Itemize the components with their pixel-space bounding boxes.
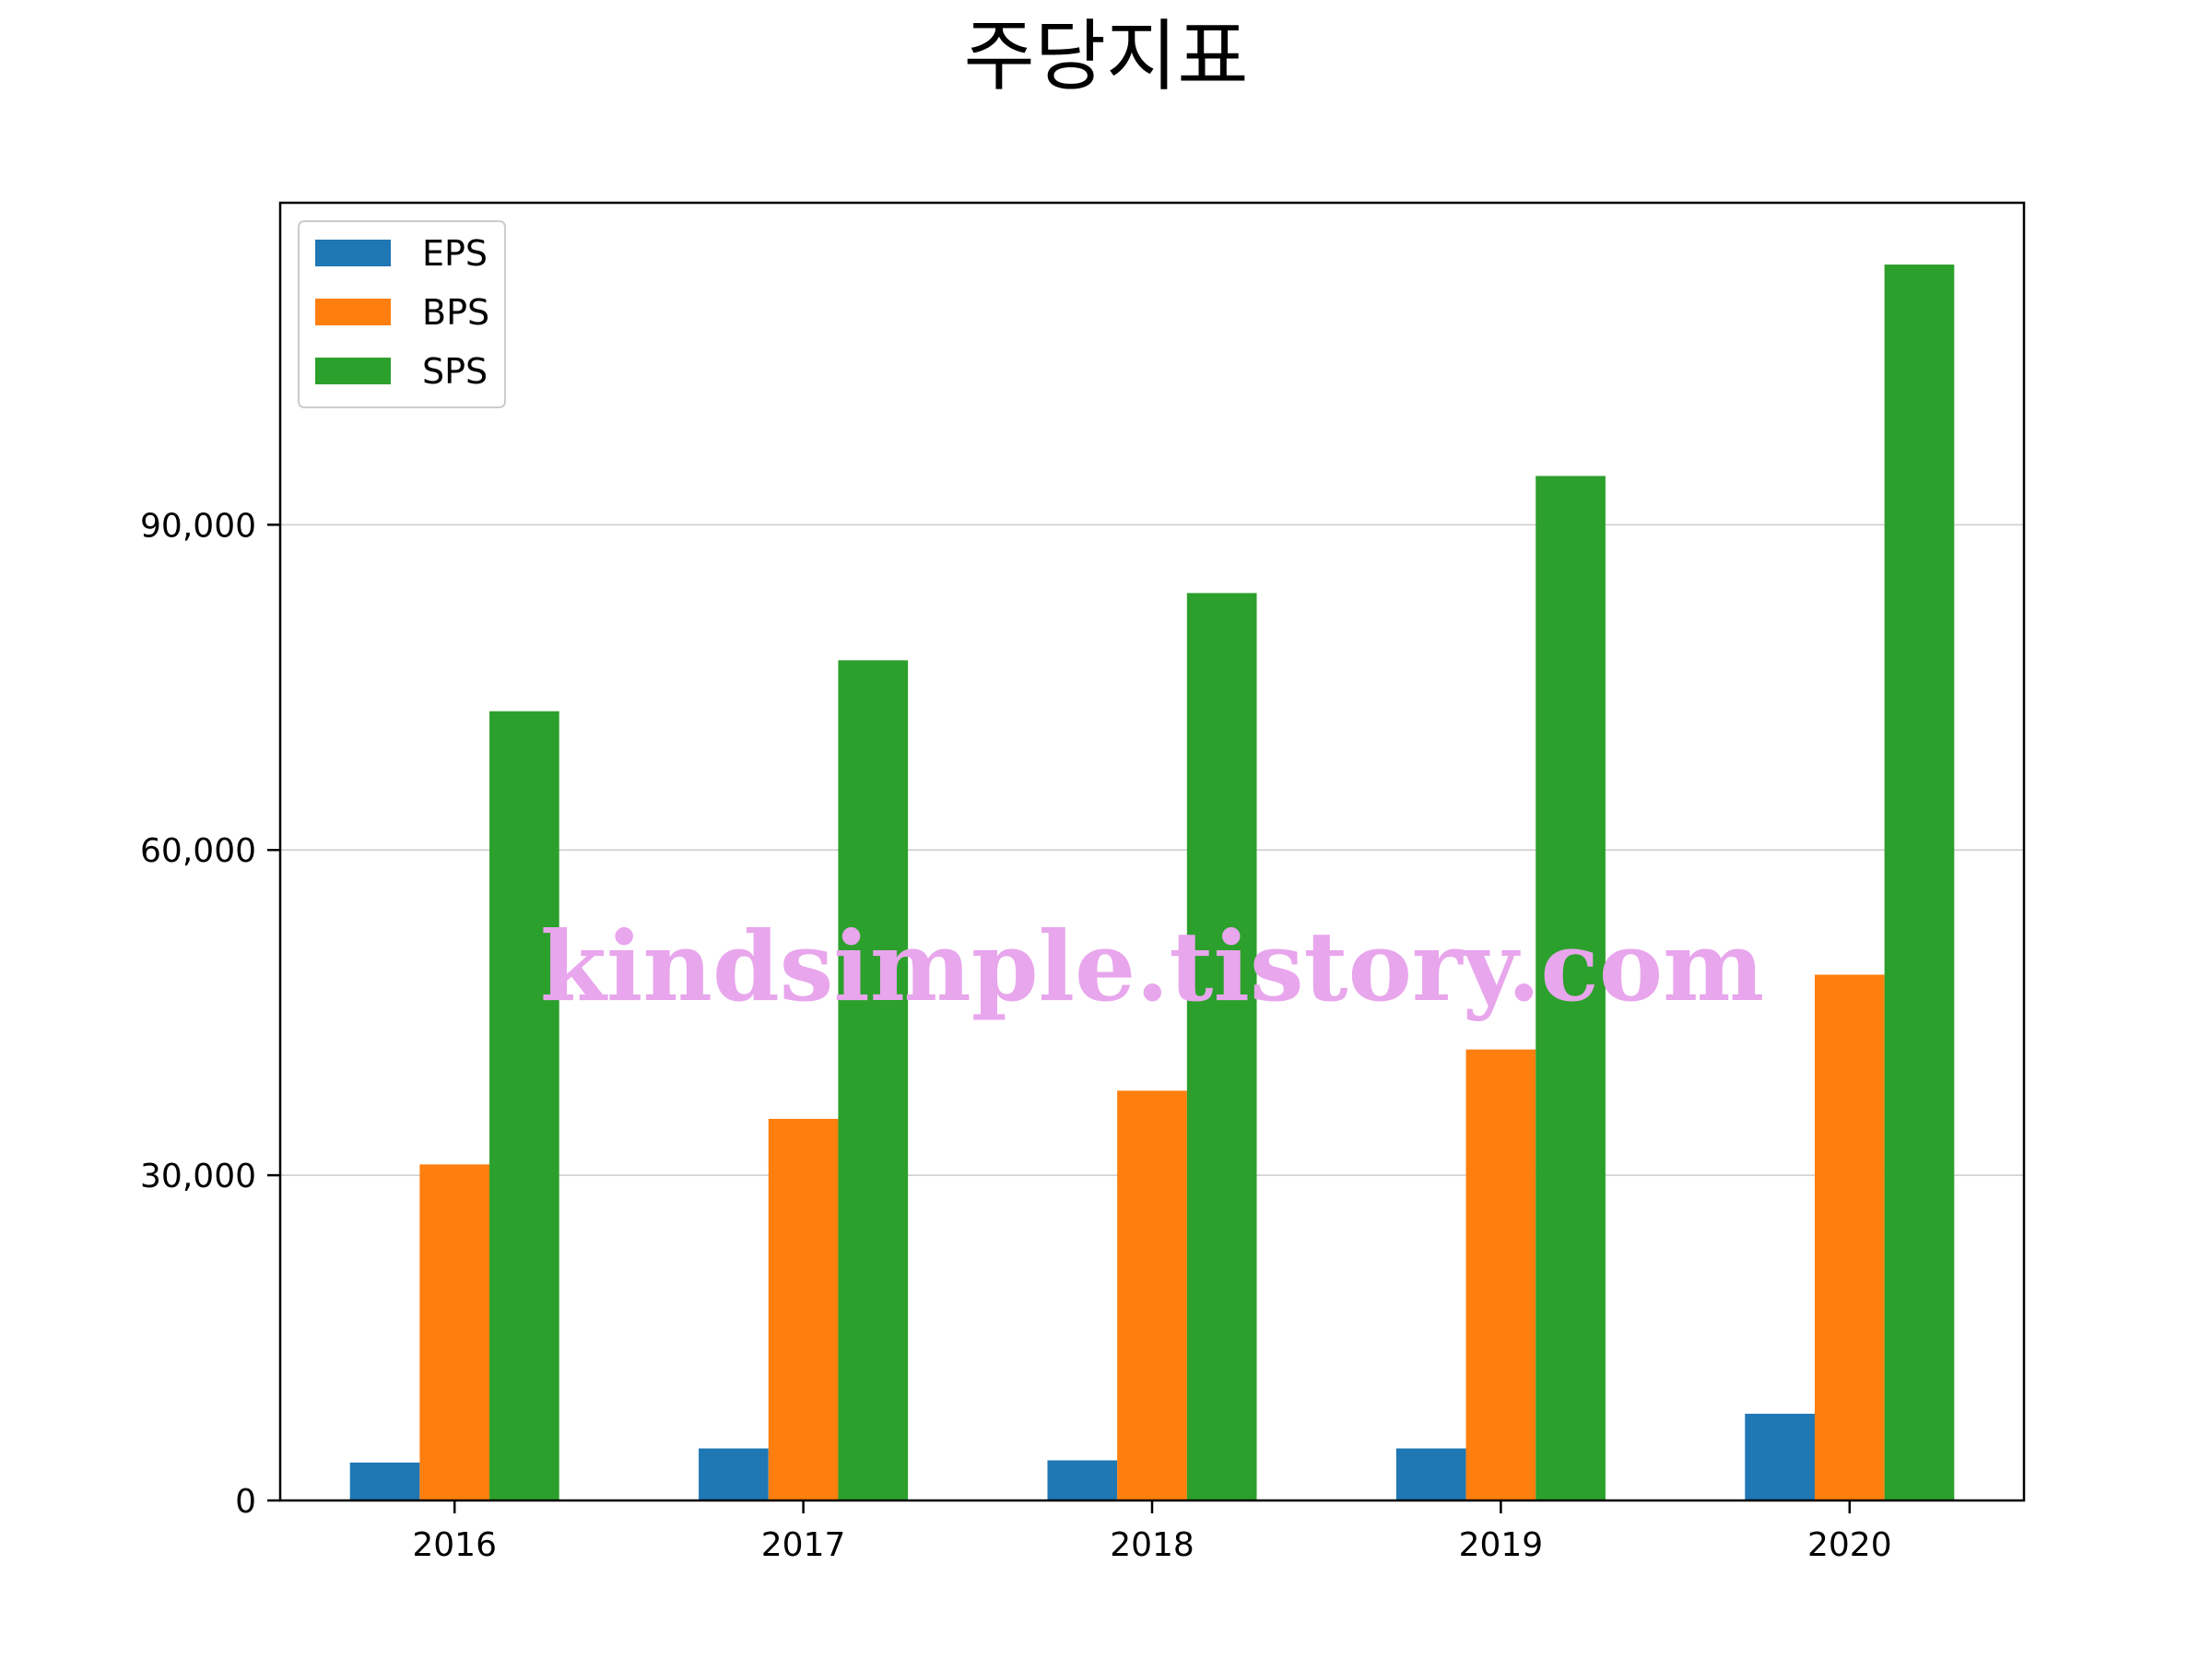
legend-swatch-eps	[315, 240, 391, 266]
x-tick-label: 2020	[1807, 1526, 1892, 1564]
x-tick-label: 2018	[1110, 1526, 1194, 1564]
legend: EPS BPS SPS	[298, 220, 506, 408]
y-tick-label: 0	[235, 1483, 256, 1521]
bar-bps-2019	[1465, 1049, 1536, 1500]
x-tick-label: 2016	[412, 1526, 497, 1564]
bar-bps-2016	[419, 1164, 490, 1500]
bar-eps-2016	[349, 1462, 420, 1500]
legend-swatch-sps	[315, 358, 391, 384]
y-tick-label: 30,000	[140, 1158, 256, 1195]
y-axis: 0 30,000 60,000 90,000	[140, 507, 280, 1521]
y-tick-label: 60,000	[140, 832, 256, 870]
x-tick-label: 2019	[1459, 1526, 1544, 1564]
bar-bps-2020	[1814, 974, 1885, 1500]
bar-eps-2017	[699, 1448, 769, 1500]
chart-title: 주당지표	[963, 11, 1248, 101]
bar-sps-2020	[1884, 265, 1955, 1500]
legend-label-eps: EPS	[422, 233, 488, 274]
bar-sps-2017	[838, 660, 909, 1500]
bar-sps-2019	[1535, 476, 1606, 1500]
x-axis: 2016 2017 2018 2019 2020	[412, 1500, 1892, 1564]
bar-bps-2017	[768, 1118, 839, 1500]
bar-bps-2018	[1117, 1090, 1187, 1500]
x-tick-label: 2017	[761, 1526, 846, 1564]
y-tick-label: 90,000	[140, 507, 256, 545]
legend-label-bps: BPS	[422, 292, 489, 333]
bar-eps-2018	[1047, 1460, 1118, 1500]
bar-eps-2020	[1745, 1413, 1815, 1500]
bar-eps-2019	[1395, 1448, 1466, 1500]
legend-label-sps: SPS	[422, 351, 488, 392]
bar-sps-2016	[489, 711, 559, 1500]
bars	[349, 265, 1955, 1500]
legend-swatch-bps	[315, 299, 391, 325]
watermark: kindsimple.tistory.com	[540, 910, 1764, 1023]
bar-sps-2018	[1186, 593, 1257, 1500]
